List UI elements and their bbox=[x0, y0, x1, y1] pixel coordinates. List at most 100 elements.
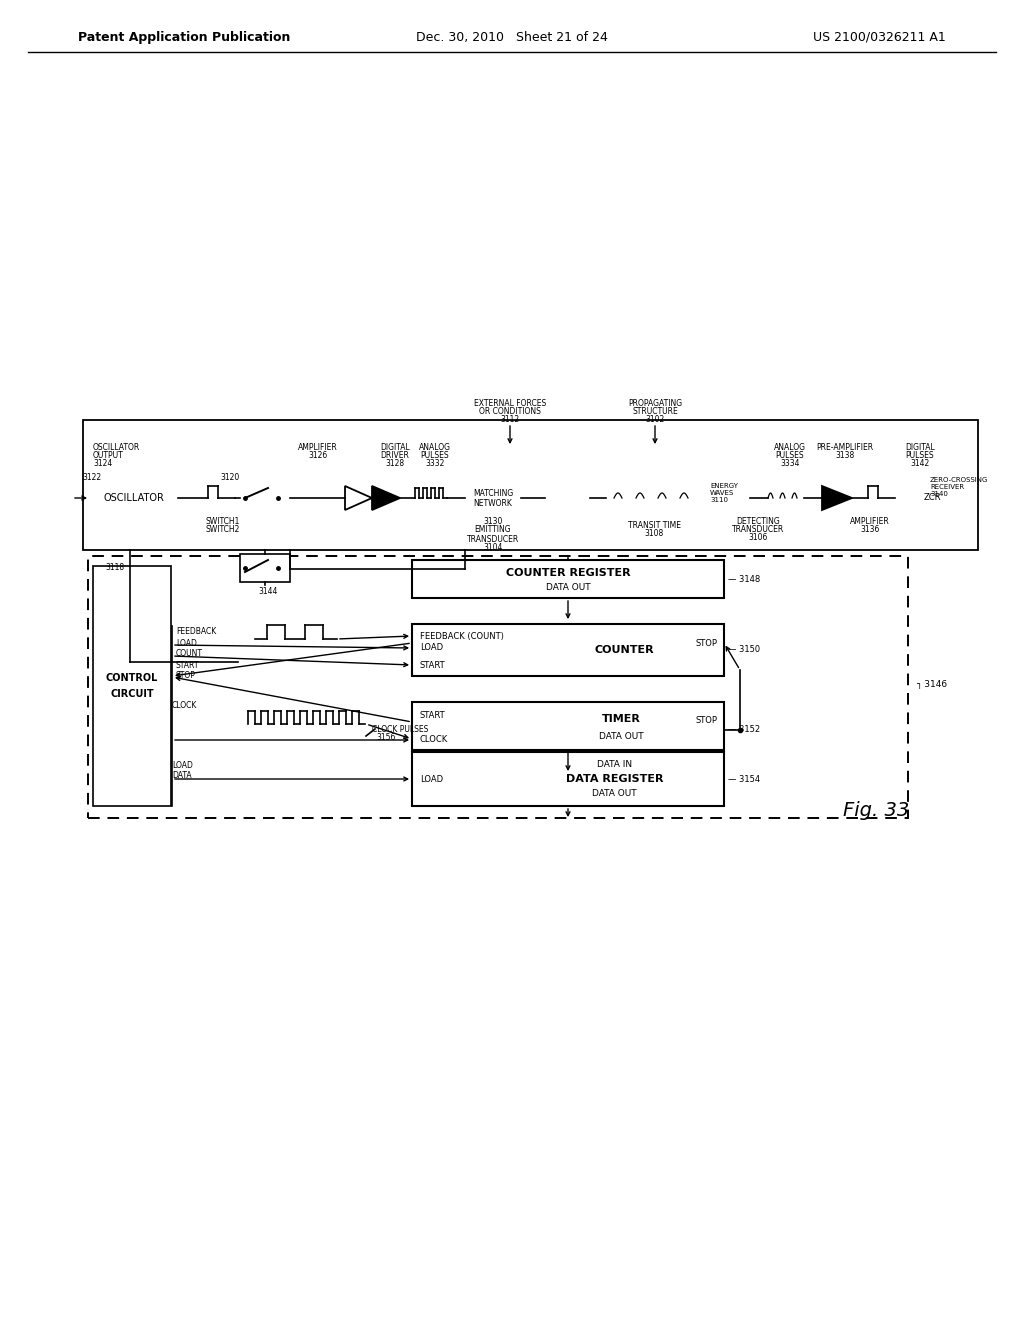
Text: STOP: STOP bbox=[696, 715, 718, 725]
Text: NETWORK: NETWORK bbox=[473, 499, 512, 507]
Text: 3128: 3128 bbox=[385, 459, 404, 469]
Text: PULSES: PULSES bbox=[776, 451, 804, 461]
Text: PULSES: PULSES bbox=[905, 451, 934, 461]
Text: EXTERNAL FORCES: EXTERNAL FORCES bbox=[474, 400, 546, 408]
Text: ┐ 3146: ┐ 3146 bbox=[916, 680, 947, 689]
Text: CLOCK: CLOCK bbox=[420, 734, 449, 743]
Text: START: START bbox=[420, 710, 445, 719]
Text: 3122: 3122 bbox=[82, 474, 101, 483]
Text: SWITCH1: SWITCH1 bbox=[205, 517, 240, 527]
Text: FEEDBACK (COUNT): FEEDBACK (COUNT) bbox=[420, 632, 504, 642]
Text: ZERO-CROSSING: ZERO-CROSSING bbox=[930, 477, 988, 483]
Text: Dec. 30, 2010   Sheet 21 of 24: Dec. 30, 2010 Sheet 21 of 24 bbox=[416, 30, 608, 44]
Text: COUNTER: COUNTER bbox=[594, 645, 654, 655]
Text: 3136: 3136 bbox=[860, 525, 880, 535]
Text: DATA OUT: DATA OUT bbox=[599, 733, 643, 741]
Text: SWITCH2: SWITCH2 bbox=[205, 524, 240, 533]
Text: DATA OUT: DATA OUT bbox=[593, 788, 637, 797]
Text: 3118: 3118 bbox=[105, 564, 124, 573]
FancyBboxPatch shape bbox=[83, 420, 978, 550]
Text: Fig. 33: Fig. 33 bbox=[843, 800, 909, 820]
Text: LOAD: LOAD bbox=[420, 644, 443, 652]
Text: — 3148: — 3148 bbox=[728, 574, 760, 583]
Text: CLOCK PULSES: CLOCK PULSES bbox=[372, 725, 428, 734]
Text: 3110: 3110 bbox=[710, 498, 728, 503]
FancyBboxPatch shape bbox=[240, 484, 290, 512]
Text: 3144: 3144 bbox=[258, 587, 278, 597]
Text: START: START bbox=[176, 660, 200, 669]
Text: 3130: 3130 bbox=[483, 516, 503, 525]
Text: 3334: 3334 bbox=[780, 459, 800, 469]
Text: 3120: 3120 bbox=[220, 473, 240, 482]
Text: CIRCUIT: CIRCUIT bbox=[111, 689, 154, 700]
Text: — 3152: — 3152 bbox=[728, 726, 760, 734]
Text: OSCILLATOR: OSCILLATOR bbox=[93, 444, 140, 453]
Text: EMITTING: EMITTING bbox=[475, 525, 511, 535]
Text: ANALOG: ANALOG bbox=[419, 444, 451, 453]
Text: Patent Application Publication: Patent Application Publication bbox=[78, 30, 291, 44]
Text: OUTPUT: OUTPUT bbox=[93, 451, 124, 461]
Text: — 3154: — 3154 bbox=[728, 775, 760, 784]
Text: 3124: 3124 bbox=[93, 459, 113, 469]
FancyBboxPatch shape bbox=[545, 484, 590, 512]
FancyBboxPatch shape bbox=[895, 484, 969, 512]
Text: DRIVER: DRIVER bbox=[381, 451, 410, 461]
Text: LOAD: LOAD bbox=[172, 762, 193, 771]
Text: COUNT: COUNT bbox=[176, 649, 203, 659]
Text: 3156: 3156 bbox=[376, 734, 395, 742]
FancyBboxPatch shape bbox=[90, 484, 178, 512]
FancyBboxPatch shape bbox=[412, 560, 724, 598]
Text: TIMER: TIMER bbox=[602, 714, 640, 723]
Text: TRANSIT TIME: TRANSIT TIME bbox=[628, 520, 681, 529]
Text: 3112: 3112 bbox=[501, 416, 519, 425]
Text: LOAD: LOAD bbox=[420, 775, 443, 784]
Text: DIGITAL: DIGITAL bbox=[905, 444, 935, 453]
Text: TRANSDUCER: TRANSDUCER bbox=[732, 525, 784, 535]
Text: AMPLIFIER: AMPLIFIER bbox=[850, 517, 890, 527]
Text: DATA OUT: DATA OUT bbox=[546, 583, 590, 591]
Text: DATA IN: DATA IN bbox=[597, 760, 633, 770]
FancyBboxPatch shape bbox=[88, 556, 908, 818]
Text: AMPLIFIER: AMPLIFIER bbox=[298, 444, 338, 453]
Text: MATCHING: MATCHING bbox=[473, 488, 513, 498]
Text: CLOCK: CLOCK bbox=[172, 701, 198, 710]
Text: 3332: 3332 bbox=[425, 459, 444, 469]
Text: 3102: 3102 bbox=[645, 416, 665, 425]
Text: PROPAGATING: PROPAGATING bbox=[628, 400, 682, 408]
Text: 3108: 3108 bbox=[644, 529, 664, 539]
Text: US 2100/0326211 A1: US 2100/0326211 A1 bbox=[813, 30, 946, 44]
FancyBboxPatch shape bbox=[412, 752, 724, 807]
Text: 3104: 3104 bbox=[483, 544, 503, 553]
Text: STRUCTURE: STRUCTURE bbox=[632, 408, 678, 417]
FancyBboxPatch shape bbox=[465, 484, 521, 512]
Text: DIGITAL: DIGITAL bbox=[380, 444, 410, 453]
Text: START: START bbox=[420, 660, 445, 669]
Text: WAVES: WAVES bbox=[710, 490, 734, 496]
FancyBboxPatch shape bbox=[702, 480, 750, 516]
Text: PULSES: PULSES bbox=[421, 451, 450, 461]
FancyBboxPatch shape bbox=[606, 480, 702, 516]
Text: 3140: 3140 bbox=[930, 491, 948, 498]
Text: TRANSDUCER: TRANSDUCER bbox=[467, 535, 519, 544]
Text: RECEIVER: RECEIVER bbox=[930, 484, 965, 490]
Text: 3126: 3126 bbox=[308, 451, 328, 461]
FancyBboxPatch shape bbox=[412, 624, 724, 676]
Text: 3106: 3106 bbox=[749, 533, 768, 543]
Text: CONTROL: CONTROL bbox=[105, 673, 158, 682]
Text: OSCILLATOR: OSCILLATOR bbox=[103, 492, 165, 503]
Text: OR CONDITIONS: OR CONDITIONS bbox=[479, 408, 541, 417]
Text: ENERGY: ENERGY bbox=[710, 483, 738, 488]
Text: 3142: 3142 bbox=[910, 459, 930, 469]
Text: STOP: STOP bbox=[696, 639, 718, 648]
Text: — 3150: — 3150 bbox=[728, 645, 760, 655]
Text: FEEDBACK: FEEDBACK bbox=[176, 627, 216, 636]
Text: ANALOG: ANALOG bbox=[774, 444, 806, 453]
FancyBboxPatch shape bbox=[412, 702, 724, 750]
Text: PRE-AMPLIFIER: PRE-AMPLIFIER bbox=[816, 444, 873, 453]
Polygon shape bbox=[822, 486, 852, 510]
Text: ZCR: ZCR bbox=[924, 494, 941, 503]
Text: LOAD: LOAD bbox=[176, 639, 197, 648]
Text: DATA: DATA bbox=[172, 771, 191, 780]
Text: COUNTER REGISTER: COUNTER REGISTER bbox=[506, 569, 631, 578]
Text: DATA REGISTER: DATA REGISTER bbox=[566, 774, 664, 784]
